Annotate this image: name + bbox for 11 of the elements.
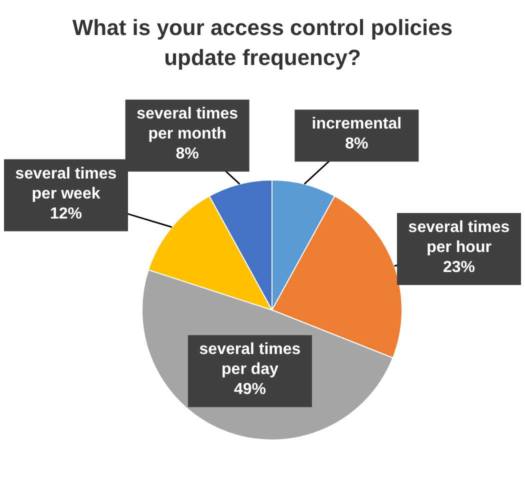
data-label: 8% bbox=[345, 136, 368, 153]
slice-label: incremental bbox=[312, 116, 402, 133]
slice-label: several times per month bbox=[136, 106, 238, 143]
slice-label: several times per hour bbox=[408, 219, 510, 256]
chart-title: What is your access control policies update frequency? bbox=[72, 15, 453, 70]
data-label: 49% bbox=[234, 381, 266, 398]
data-label: 8% bbox=[176, 146, 199, 163]
data-label: 23% bbox=[442, 259, 476, 276]
slice-label: several times per week bbox=[15, 165, 117, 202]
data-label: 12% bbox=[50, 205, 82, 222]
slice-label: several times per day bbox=[199, 341, 301, 378]
